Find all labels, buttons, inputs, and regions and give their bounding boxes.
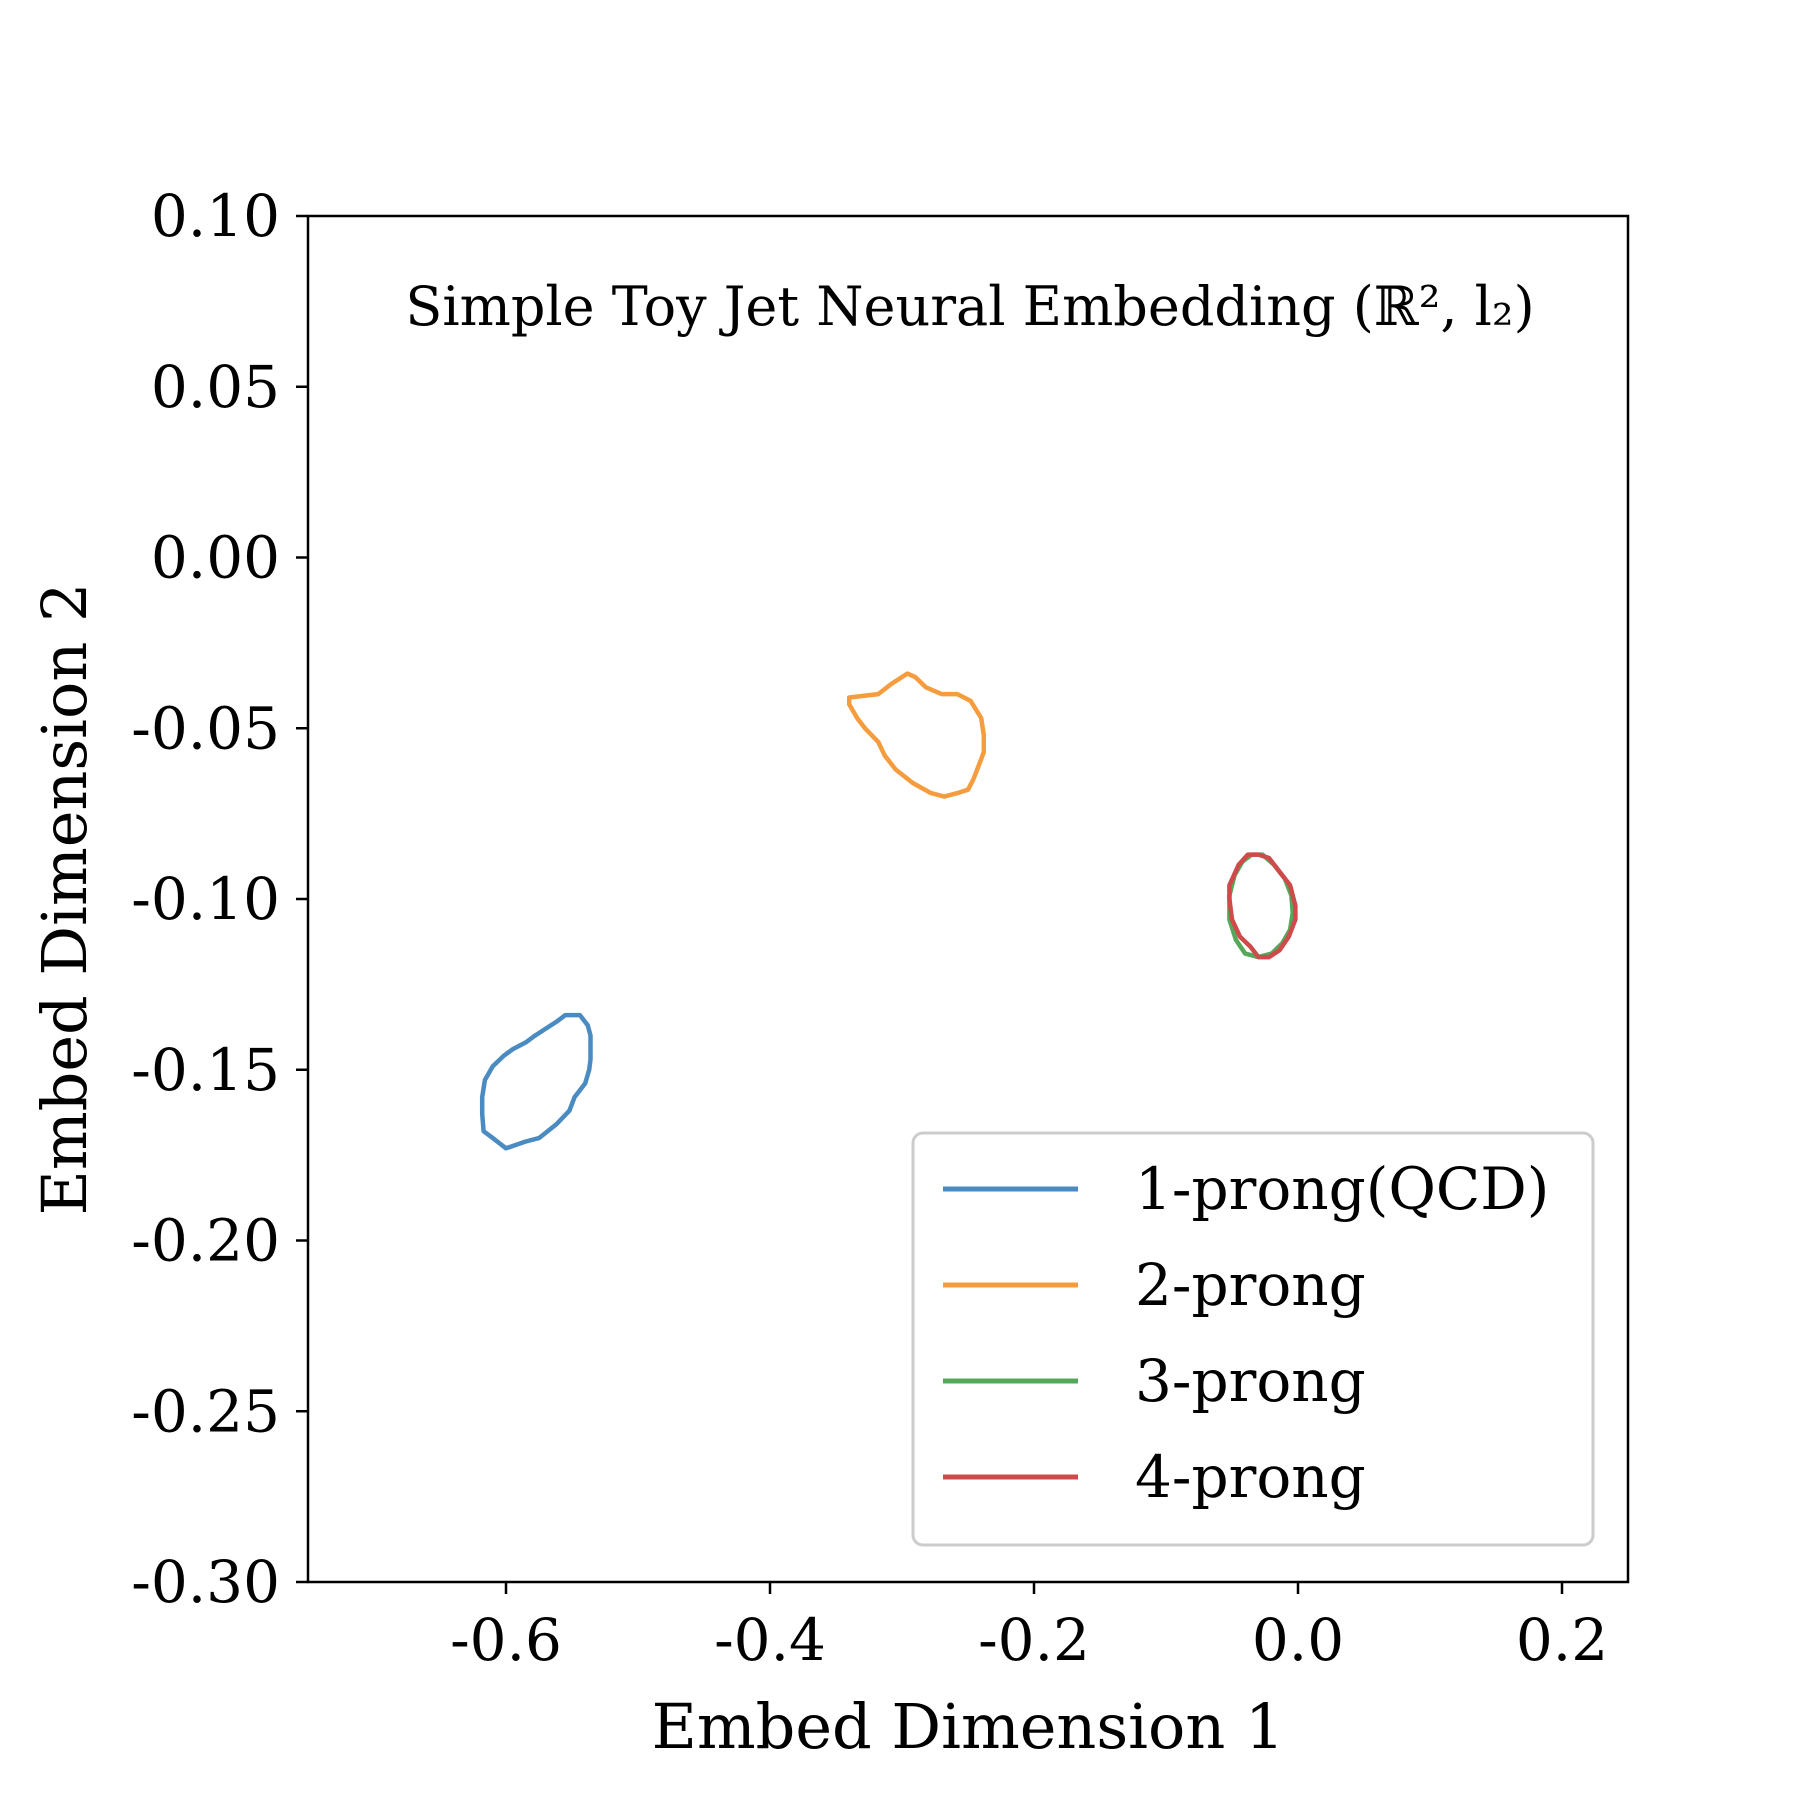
x-tick-label: -0.2 [978,1606,1090,1674]
y-tick-label: 0.05 [151,353,280,421]
y-tick-label: 0.10 [151,182,280,250]
series-contour-4 [1227,852,1298,960]
x-axis: -0.6 -0.4 -0.2 0.0 0.2 [450,1582,1608,1674]
legend-label: 2-prong [1135,1251,1366,1319]
x-tick-label: -0.6 [450,1606,562,1674]
x-tick-label: 0.2 [1516,1606,1608,1674]
y-tick-label: -0.15 [131,1036,280,1104]
y-tick-label: -0.25 [131,1377,280,1445]
legend-box [911,1131,1595,1547]
legend-label: 3-prong [1135,1347,1366,1415]
legend-label: 1-prong(QCD) [1135,1155,1549,1223]
legend: 1-prong(QCD) 2-prong 3-prong 4-prong [911,1131,1595,1547]
plot-annotation: Simple Toy Jet Neural Embedding (ℝ², l₂) [405,275,1534,338]
series-contour-2 [846,671,987,799]
plot-curves [479,671,1298,1151]
y-axis: 0.10 0.05 0.00 -0.05 -0.10 -0.15 -0.20 -0.25 -0.… [131,182,308,1616]
legend-label: 4-prong [1135,1443,1366,1511]
y-tick-label: -0.05 [131,694,280,762]
y-tick-label: -0.10 [131,865,280,933]
y-tick-label: -0.30 [131,1548,280,1616]
y-axis-label: Embed Dimension 2 [28,583,101,1216]
x-tick-label: -0.4 [714,1606,826,1674]
x-axis-label: Embed Dimension 1 [652,1690,1285,1763]
series-contour-1 [479,1012,593,1151]
y-tick-label: -0.20 [131,1207,280,1275]
x-tick-label: 0.0 [1252,1606,1344,1674]
y-tick-label: 0.00 [151,524,280,592]
